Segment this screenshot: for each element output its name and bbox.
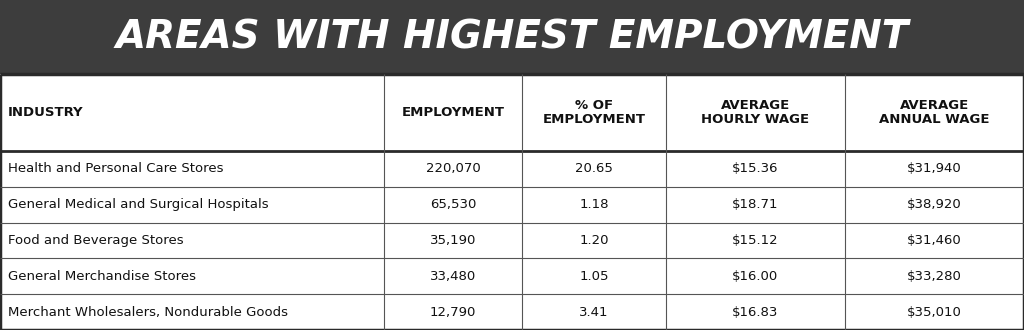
Text: $33,280: $33,280 — [907, 270, 962, 283]
Text: General Medical and Surgical Hospitals: General Medical and Surgical Hospitals — [8, 198, 269, 211]
Text: $16.00: $16.00 — [732, 270, 778, 283]
Text: Food and Beverage Stores: Food and Beverage Stores — [8, 234, 184, 247]
Text: $35,010: $35,010 — [907, 306, 962, 318]
Text: $16.83: $16.83 — [732, 306, 778, 318]
Text: $15.12: $15.12 — [732, 234, 778, 247]
Text: 20.65: 20.65 — [575, 162, 612, 175]
Bar — [0, 74, 1024, 330]
Text: 35,190: 35,190 — [430, 234, 476, 247]
Text: $18.71: $18.71 — [732, 198, 778, 211]
Text: Merchant Wholesalers, Nondurable Goods: Merchant Wholesalers, Nondurable Goods — [8, 306, 288, 318]
Text: $38,920: $38,920 — [907, 198, 962, 211]
Text: 1.18: 1.18 — [580, 198, 608, 211]
Text: General Merchandise Stores: General Merchandise Stores — [8, 270, 197, 283]
Text: 3.41: 3.41 — [580, 306, 608, 318]
Text: INDUSTRY: INDUSTRY — [8, 106, 84, 119]
Text: AVERAGE
HOURLY WAGE: AVERAGE HOURLY WAGE — [701, 99, 809, 126]
Bar — [0, 0, 1024, 74]
Text: 1.20: 1.20 — [580, 234, 608, 247]
Text: $15.36: $15.36 — [732, 162, 778, 175]
Text: 65,530: 65,530 — [430, 198, 476, 211]
Text: 220,070: 220,070 — [426, 162, 480, 175]
Text: 1.05: 1.05 — [580, 270, 608, 283]
Text: % OF
EMPLOYMENT: % OF EMPLOYMENT — [543, 99, 645, 126]
Text: $31,460: $31,460 — [907, 234, 962, 247]
Text: Health and Personal Care Stores: Health and Personal Care Stores — [8, 162, 223, 175]
Text: 12,790: 12,790 — [430, 306, 476, 318]
Text: AVERAGE
ANNUAL WAGE: AVERAGE ANNUAL WAGE — [880, 99, 989, 126]
Text: AREAS WITH HIGHEST EMPLOYMENT: AREAS WITH HIGHEST EMPLOYMENT — [116, 18, 908, 56]
Text: $31,940: $31,940 — [907, 162, 962, 175]
Text: EMPLOYMENT: EMPLOYMENT — [401, 106, 505, 119]
Text: 33,480: 33,480 — [430, 270, 476, 283]
